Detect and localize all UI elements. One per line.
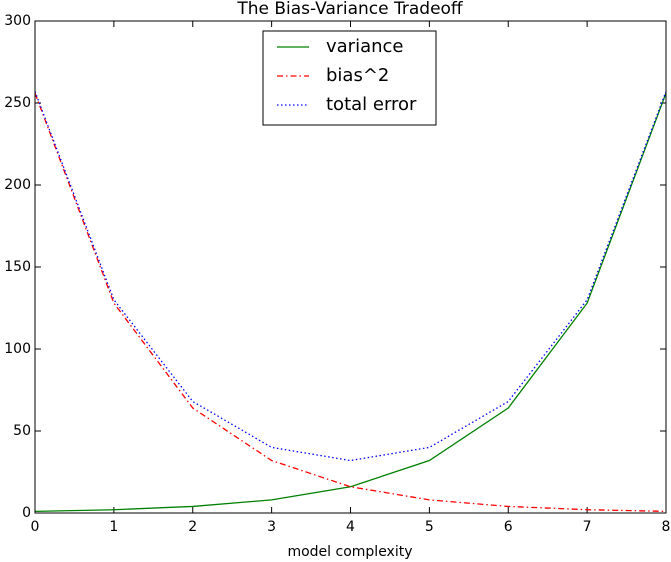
y-tick-label: 300: [4, 13, 31, 29]
x-tick-label: 3: [267, 519, 276, 535]
x-tick-label: 7: [583, 519, 592, 535]
x-tick-label: 8: [662, 519, 671, 535]
series-line: [34, 91, 667, 462]
series-line: [34, 92, 667, 513]
y-tick-label: 0: [22, 505, 31, 521]
x-tick-label: 6: [504, 519, 513, 535]
x-tick-label: 4: [346, 519, 355, 535]
x-axis-label: model complexity: [287, 544, 412, 560]
x-tick-label: 5: [425, 519, 434, 535]
legend-label: total error: [326, 94, 417, 115]
series-line: [34, 92, 667, 513]
y-tick-label: 100: [4, 341, 31, 357]
chart-title: The Bias-Variance Tradeoff: [236, 0, 464, 19]
x-tick-label: 2: [188, 519, 197, 535]
y-tick-label: 50: [13, 423, 31, 439]
y-tick-label: 150: [4, 259, 31, 275]
legend-label: variance: [326, 36, 404, 57]
plot-frame: [34, 20, 667, 514]
x-tick-label: 0: [31, 519, 40, 535]
y-tick-label: 250: [4, 95, 31, 111]
x-tick-label: 1: [109, 519, 118, 535]
legend-label: bias^2: [326, 65, 389, 86]
y-tick-label: 200: [4, 177, 31, 193]
